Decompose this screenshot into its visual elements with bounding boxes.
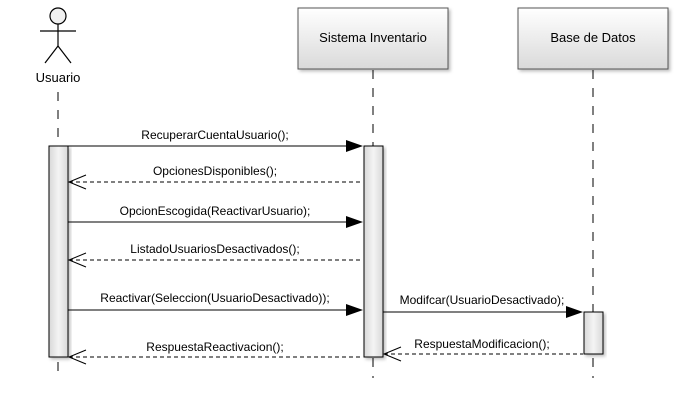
- message-respuesta-reactivacion: RespuestaReactivacion();: [67, 340, 363, 365]
- database-participant-label: Base de Datos: [550, 30, 636, 45]
- system-participant: [297, 7, 449, 70]
- message-listado-usuarios-desactivados: ListadoUsuariosDesactivados();: [67, 242, 363, 268]
- message-reactivar-seleccion: Reactivar(Seleccion(UsuarioDesactivado))…: [68, 291, 363, 316]
- message-label: Reactivar(Seleccion(UsuarioDesactivado))…: [100, 291, 329, 305]
- system-activation-bar: [363, 145, 384, 358]
- stick-figure-actor-icon: [40, 7, 76, 64]
- message-opciones-disponibles: OpcionesDisponibles();: [67, 164, 363, 190]
- message-label: OpcionEscogida(ReactivarUsuario);: [120, 204, 311, 218]
- message-label: OpcionesDisponibles();: [153, 164, 277, 178]
- message-opcion-escogida: OpcionEscogida(ReactivarUsuario);: [68, 204, 363, 228]
- database-participant: [517, 7, 669, 70]
- message-label: Modifcar(UsuarioDesactivado);: [400, 293, 565, 307]
- actor-label: Usuario: [36, 70, 81, 85]
- system-participant-label: Sistema Inventario: [319, 30, 427, 45]
- message-label: RespuestaModificacion();: [414, 337, 549, 351]
- message-respuesta-modificacion: RespuestaModificacion();: [382, 337, 583, 362]
- message-label: RecuperarCuentaUsuario();: [141, 128, 288, 142]
- database-activation-bar: [583, 311, 604, 355]
- message-label: ListadoUsuariosDesactivados();: [130, 242, 299, 256]
- actor-activation-bar: [48, 145, 69, 358]
- message-label: RespuestaReactivacion();: [146, 340, 283, 354]
- message-recuperar-cuenta-usuario: RecuperarCuentaUsuario();: [68, 128, 363, 152]
- message-modificar-usuario-desactivado: Modifcar(UsuarioDesactivado);: [383, 293, 583, 318]
